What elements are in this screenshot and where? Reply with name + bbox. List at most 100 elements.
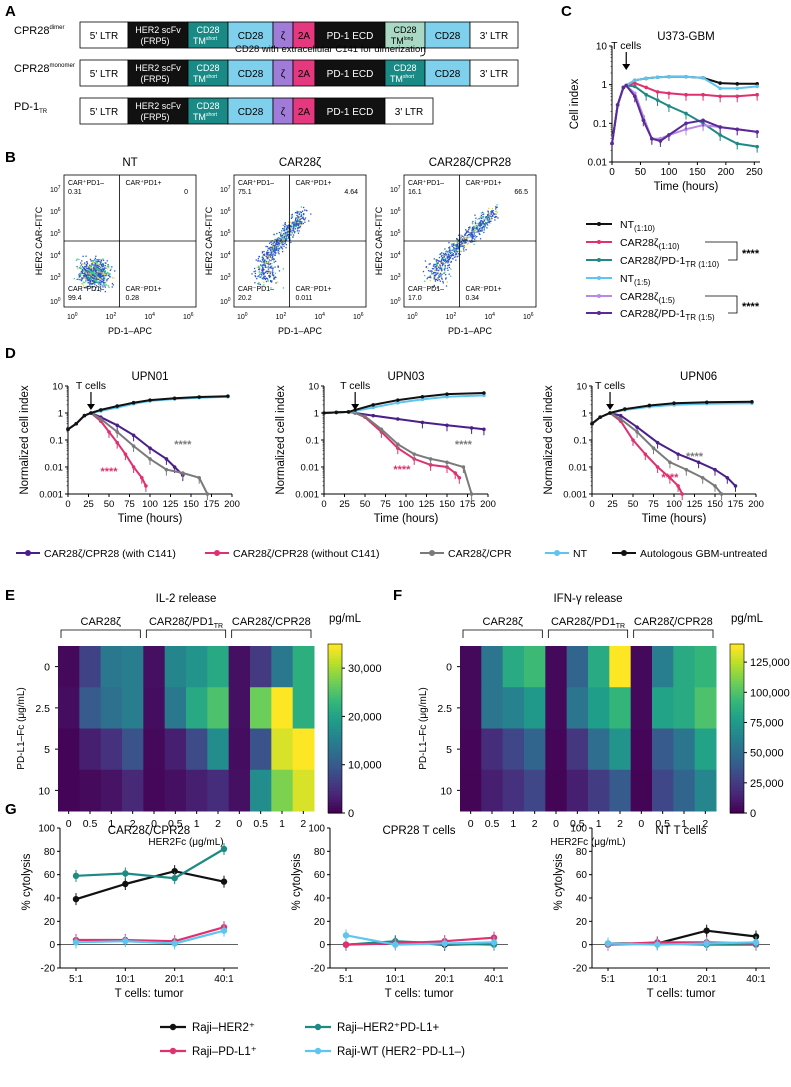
flow-dot [448,251,451,253]
heatmap-cell [673,646,696,688]
flow-dot [95,270,97,272]
legend-marker [169,1047,177,1055]
flow-dot [298,227,300,229]
flow-dot [491,208,494,210]
flow-dot [456,243,459,246]
heatmap-cell [100,687,123,729]
heatmap-cell [250,687,272,729]
flow-dot [286,227,288,229]
series-point [342,932,350,939]
flow-dot [434,274,437,276]
flow-dot [290,229,292,231]
heatmap-cell [100,646,123,688]
flow-dot [85,287,87,289]
series-point [672,401,676,406]
heatmap-cell [502,687,525,729]
flow-dot [292,234,295,236]
flow-dot [271,247,274,249]
flow-dot [442,262,444,264]
series-point [667,91,671,96]
y-tick-label: 40 [314,894,326,905]
x-tick-label: 40:1 [214,974,234,985]
flow-dot [86,263,89,265]
flow-dot [478,231,480,233]
segment-label: ζ [281,107,286,118]
colorbar-step [328,683,342,687]
flow-dot [464,234,466,237]
significance-stars: **** [455,439,473,451]
flow-dot [442,280,444,283]
colorbar-step [730,734,744,738]
flow-dot [254,270,257,272]
flow-dot [471,241,473,243]
construct-segment [79,21,129,49]
flow-dot [466,235,468,237]
flow-ytick: 103 [50,273,61,282]
heatmap-cell [186,728,208,771]
quadrant-label: CAR⁻PD1+ [295,286,331,293]
x-tick-label: 1 [279,818,285,830]
legend-label: Raji–PD-L1⁺ [192,1046,257,1058]
heatmap-cell [566,769,589,812]
flow-dot [96,258,98,261]
flow-dot [104,278,106,280]
segment-sup: long [404,36,414,42]
flow-dot [101,284,103,286]
flow-dot [284,229,286,231]
flow-ytick: 104 [390,251,401,260]
flow-dot [107,277,109,280]
colorbar-step [328,660,342,665]
flow-xtick-exp: 6 [191,312,194,318]
flow-dot [261,252,264,254]
flow-dot [481,229,483,231]
flow-dot [274,252,276,254]
flow-dot [308,220,310,222]
flow-dot [99,263,101,266]
flow-dot [256,266,258,268]
flow-dot [267,280,269,282]
flow-dot [261,251,264,253]
colorbar-label: 50,000 [750,748,784,760]
flow-dot [83,277,85,279]
flow-dot [424,280,426,282]
flow-dot [487,211,489,213]
series-point [608,411,612,415]
flow-dot [448,242,450,244]
flow-dot [484,223,486,225]
flow-dot [435,265,437,268]
flow-dot [486,217,488,219]
flow-dot [85,274,88,276]
flow-dot [435,273,438,275]
flow-dot [465,232,467,235]
flow-dot [93,276,95,279]
flow-dot [287,233,290,236]
flow-dot [90,265,92,268]
colorbar-frame [327,643,343,814]
x-tick-label: 0 [553,818,559,830]
flow-dots [422,204,499,289]
flow-dot [258,265,260,267]
series-point [171,874,178,882]
flow-dot [104,273,106,276]
colorbar-step [730,660,744,665]
flow-dot [290,224,292,227]
flow-dot [90,266,92,269]
flow-dot [267,270,269,272]
flow-dot [436,265,439,267]
flow-dot [80,262,82,264]
flow-dot [263,272,265,274]
heatmap-cell [58,646,80,688]
flow-dot [88,277,91,279]
series-point [482,427,486,432]
flow-dot [448,256,451,259]
flow-dot [444,255,446,257]
flow-ytick-exp: 4 [228,251,231,257]
flow-dot [272,245,274,247]
series-point [635,425,639,429]
x-tick-label: 50 [104,499,115,510]
flow-dot [94,259,96,261]
flow-dot [89,285,92,288]
flow-dot [443,253,446,255]
x-tick-label: 200 [480,499,496,510]
series-point [371,405,376,410]
